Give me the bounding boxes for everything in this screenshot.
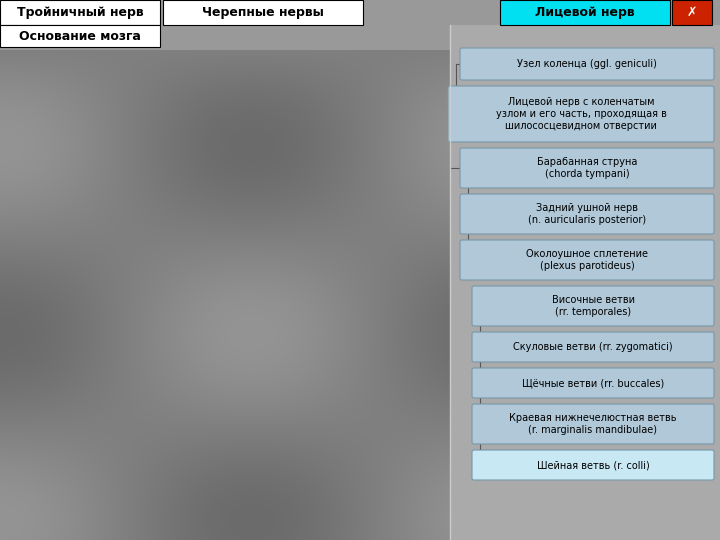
FancyBboxPatch shape bbox=[460, 48, 714, 80]
FancyBboxPatch shape bbox=[460, 240, 714, 280]
Text: Лицевой нерв с коленчатым
узлом и его часть, проходящая в
шилососцевидном отверс: Лицевой нерв с коленчатым узлом и его ча… bbox=[495, 97, 667, 131]
Text: Черепные нервы: Черепные нервы bbox=[202, 6, 324, 19]
FancyBboxPatch shape bbox=[472, 450, 714, 480]
Text: Задний ушной нерв
(n. auricularis posterior): Задний ушной нерв (n. auricularis poster… bbox=[528, 203, 646, 225]
Bar bbox=[0, 0, 160, 25]
FancyBboxPatch shape bbox=[460, 194, 714, 234]
FancyBboxPatch shape bbox=[472, 368, 714, 398]
Bar bbox=[0, 25, 160, 47]
Text: Околоушное сплетение
(plexus parotideus): Околоушное сплетение (plexus parotideus) bbox=[526, 249, 648, 271]
Text: ✗: ✗ bbox=[687, 6, 697, 19]
Text: Узел коленца (ggl. geniculi): Узел коленца (ggl. geniculi) bbox=[517, 59, 657, 69]
Text: Барабанная струна
(chorda tympani): Барабанная струна (chorda tympani) bbox=[537, 157, 637, 179]
Text: Височные ветви
(rr. temporales): Височные ветви (rr. temporales) bbox=[552, 295, 634, 317]
FancyBboxPatch shape bbox=[472, 404, 714, 444]
Bar bbox=[672, 0, 712, 25]
Text: Скуловые ветви (rr. zygomatici): Скуловые ветви (rr. zygomatici) bbox=[513, 342, 672, 352]
Bar bbox=[500, 0, 670, 25]
Text: Лицевой нерв: Лицевой нерв bbox=[535, 6, 635, 19]
Text: Щёчные ветви (rr. buccales): Щёчные ветви (rr. buccales) bbox=[522, 378, 664, 388]
FancyBboxPatch shape bbox=[448, 86, 714, 142]
Text: Шейная ветвь (r. colli): Шейная ветвь (r. colli) bbox=[536, 460, 649, 470]
FancyBboxPatch shape bbox=[472, 286, 714, 326]
Bar bbox=[450, 25, 720, 540]
Text: Краевая нижнечелюстная ветвь
(r. marginalis mandibulae): Краевая нижнечелюстная ветвь (r. margina… bbox=[509, 413, 677, 435]
Bar bbox=[0, 50, 450, 540]
Text: Тройничный нерв: Тройничный нерв bbox=[17, 6, 143, 19]
Bar bbox=[163, 0, 363, 25]
FancyBboxPatch shape bbox=[460, 148, 714, 188]
FancyBboxPatch shape bbox=[472, 332, 714, 362]
Text: Основание мозга: Основание мозга bbox=[19, 30, 141, 43]
